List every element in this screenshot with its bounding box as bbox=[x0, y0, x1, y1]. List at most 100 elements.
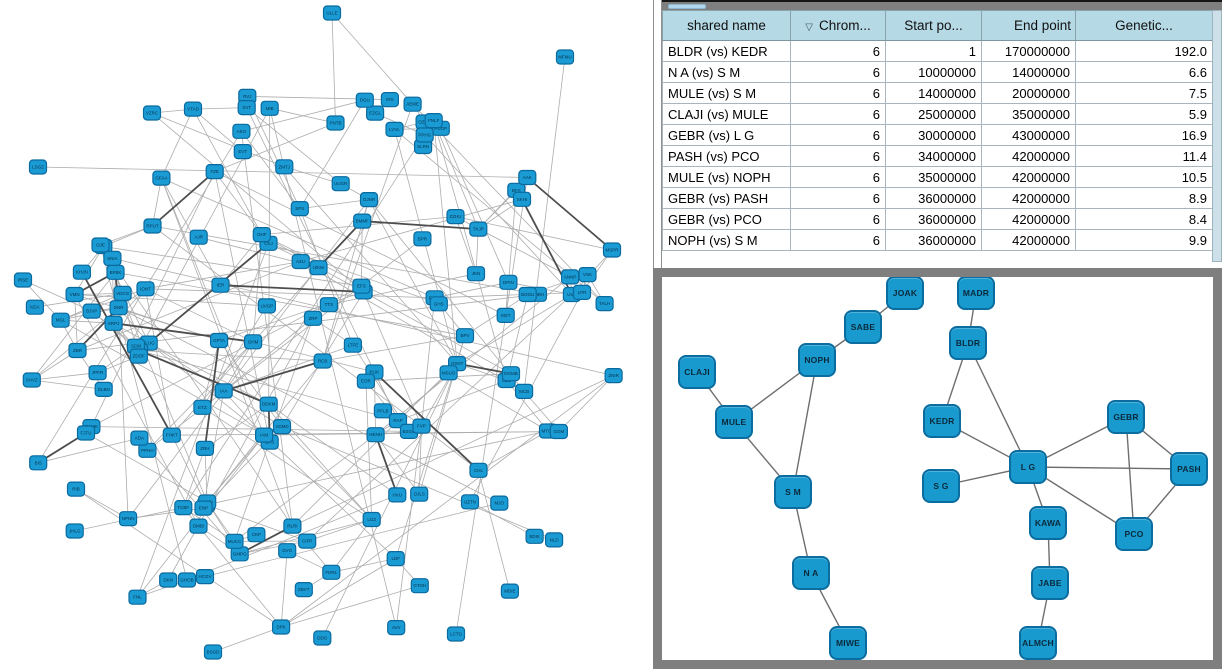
overview-node-shape[interactable] bbox=[386, 550, 405, 567]
overview-node-shape[interactable] bbox=[326, 115, 345, 131]
overview-node-shape[interactable] bbox=[602, 242, 622, 258]
overview-node[interactable]: IAM bbox=[255, 427, 274, 443]
overview-node[interactable]: FJTU bbox=[76, 425, 96, 441]
overview-node-shape[interactable] bbox=[501, 366, 521, 382]
overview-node-shape[interactable] bbox=[359, 192, 379, 208]
table-cell-chromosome[interactable]: 6 bbox=[790, 145, 886, 167]
overview-node-shape[interactable] bbox=[309, 260, 328, 276]
table-row[interactable]: GEBR (vs) PCO 6 36000000 42000000 8.4 bbox=[662, 208, 1213, 230]
overview-node[interactable]: SKHI bbox=[512, 191, 532, 207]
column-header-genetic-distance[interactable]: Genetic... bbox=[1075, 10, 1213, 41]
overview-node-shape[interactable] bbox=[366, 105, 385, 121]
table-cell-start-point[interactable]: 35000000 bbox=[885, 166, 982, 188]
overview-node-shape[interactable] bbox=[260, 100, 279, 116]
overview-node[interactable]: OJE bbox=[91, 237, 110, 253]
overview-node[interactable]: PFLB bbox=[373, 403, 392, 419]
overview-node[interactable]: PPHG bbox=[415, 127, 434, 143]
table-cell-genetic-distance[interactable]: 16.9 bbox=[1075, 124, 1213, 146]
table-cell-chromosome[interactable]: 6 bbox=[790, 208, 886, 230]
table-cell-chromosome[interactable]: 6 bbox=[790, 82, 886, 104]
overview-node[interactable]: BOGU bbox=[518, 286, 537, 303]
overview-node-shape[interactable] bbox=[29, 455, 48, 471]
overview-node-shape[interactable] bbox=[380, 91, 399, 108]
overview-node[interactable]: DGMB bbox=[501, 366, 521, 382]
overview-node-shape[interactable] bbox=[177, 572, 197, 588]
overview-node[interactable]: VMN bbox=[65, 286, 84, 303]
overview-node[interactable]: EFS bbox=[352, 278, 371, 294]
table-cell-start-point[interactable]: 25000000 bbox=[885, 103, 982, 125]
table-cell-start-point[interactable]: 36000000 bbox=[885, 208, 982, 230]
overview-node-shape[interactable] bbox=[278, 543, 297, 559]
overview-node-shape[interactable] bbox=[429, 296, 448, 312]
overview-node[interactable]: ADA bbox=[130, 430, 149, 446]
table-cell-shared-name[interactable]: NOPH (vs) S M bbox=[662, 229, 791, 251]
overview-node[interactable]: FNL bbox=[128, 589, 147, 605]
overview-node[interactable]: RIB bbox=[66, 481, 86, 497]
overview-node[interactable]: FHKT bbox=[162, 427, 181, 443]
overview-node[interactable]: JPFR bbox=[88, 365, 107, 381]
overview-node[interactable]: GTOH bbox=[410, 578, 429, 594]
overview-node-shape[interactable] bbox=[244, 334, 263, 350]
overview-node-shape[interactable] bbox=[490, 495, 509, 511]
overview-node[interactable]: FDRL bbox=[322, 564, 341, 580]
overview-node[interactable]: JKN bbox=[466, 266, 486, 282]
overview-node-shape[interactable] bbox=[387, 619, 406, 636]
table-cell-start-point[interactable]: 36000000 bbox=[885, 187, 982, 209]
overview-node-shape[interactable] bbox=[104, 315, 123, 331]
overview-node[interactable]: HCGV bbox=[195, 568, 215, 585]
overview-node-shape[interactable] bbox=[252, 227, 271, 243]
overview-node[interactable]: KHJN bbox=[72, 264, 92, 280]
overview-node[interactable]: MJO bbox=[490, 495, 509, 511]
overview-node[interactable]: MCB bbox=[514, 383, 534, 399]
table-cell-end-point[interactable]: 14000000 bbox=[981, 61, 1076, 83]
overview-node-shape[interactable] bbox=[210, 332, 229, 349]
overview-node[interactable]: MST bbox=[496, 307, 515, 323]
overview-node-shape[interactable] bbox=[193, 399, 212, 415]
table-cell-end-point[interactable]: 43000000 bbox=[981, 124, 1076, 146]
overview-node-shape[interactable] bbox=[518, 286, 537, 303]
detail-network-canvas[interactable]: JOAK SABE NOPH CLAJI MULE S M N A MIWE MADR BLDR K… bbox=[662, 277, 1213, 660]
overview-node[interactable]: DGU bbox=[355, 92, 374, 108]
overview-node-shape[interactable] bbox=[343, 337, 362, 353]
overview-node-shape[interactable] bbox=[455, 328, 475, 344]
overview-node-shape[interactable] bbox=[68, 342, 87, 359]
overview-node[interactable]: TALH bbox=[595, 296, 614, 312]
table-cell-genetic-distance[interactable]: 8.4 bbox=[1075, 208, 1213, 230]
overview-node-shape[interactable] bbox=[290, 201, 309, 217]
overview-node-shape[interactable] bbox=[205, 164, 224, 180]
table-cell-end-point[interactable]: 42000000 bbox=[981, 229, 1076, 251]
overview-node-shape[interactable] bbox=[272, 419, 292, 435]
overview-node[interactable]: EOR bbox=[356, 373, 375, 389]
overview-node-shape[interactable] bbox=[410, 578, 429, 594]
overview-node-shape[interactable] bbox=[82, 303, 101, 319]
graph-node-pco[interactable]: PCO bbox=[1115, 517, 1153, 551]
table-row[interactable]: MULE (vs) S M 6 14000000 20000000 7.5 bbox=[662, 82, 1213, 104]
overview-node[interactable]: CKP bbox=[247, 527, 266, 543]
overview-node[interactable]: PPHH bbox=[138, 442, 157, 458]
table-cell-chromosome[interactable]: 6 bbox=[790, 187, 886, 209]
overview-node-shape[interactable] bbox=[51, 312, 70, 328]
table-cell-shared-name[interactable]: GEBR (vs) PCO bbox=[662, 208, 791, 230]
overview-node[interactable]: BIS bbox=[29, 455, 48, 471]
overview-node[interactable]: LDF bbox=[386, 550, 405, 567]
overview-node-shape[interactable] bbox=[237, 99, 256, 116]
graph-node-jabe[interactable]: JABE bbox=[1031, 566, 1069, 600]
overview-node[interactable]: TCBF bbox=[174, 500, 193, 516]
table-cell-start-point[interactable]: 34000000 bbox=[885, 145, 982, 167]
overview-node-shape[interactable] bbox=[275, 159, 294, 175]
overview-node-shape[interactable] bbox=[103, 250, 122, 266]
overview-node-shape[interactable] bbox=[129, 348, 148, 364]
graph-node-joak[interactable]: JOAK bbox=[886, 277, 924, 310]
overview-node-shape[interactable] bbox=[413, 231, 432, 247]
overview-node[interactable]: IONT bbox=[136, 281, 155, 297]
overview-node-shape[interactable] bbox=[446, 626, 466, 642]
overview-node-shape[interactable] bbox=[72, 264, 92, 280]
overview-node[interactable]: BPV bbox=[455, 328, 475, 344]
overview-node[interactable]: UZTN bbox=[460, 494, 480, 510]
table-cell-chromosome[interactable]: 6 bbox=[790, 103, 886, 125]
overview-node-shape[interactable] bbox=[313, 630, 332, 646]
table-cell-start-point[interactable]: 14000000 bbox=[885, 82, 982, 104]
overview-node-shape[interactable] bbox=[319, 297, 338, 313]
overview-node-shape[interactable] bbox=[159, 572, 178, 588]
graph-node-noph[interactable]: NOPH bbox=[798, 343, 836, 377]
